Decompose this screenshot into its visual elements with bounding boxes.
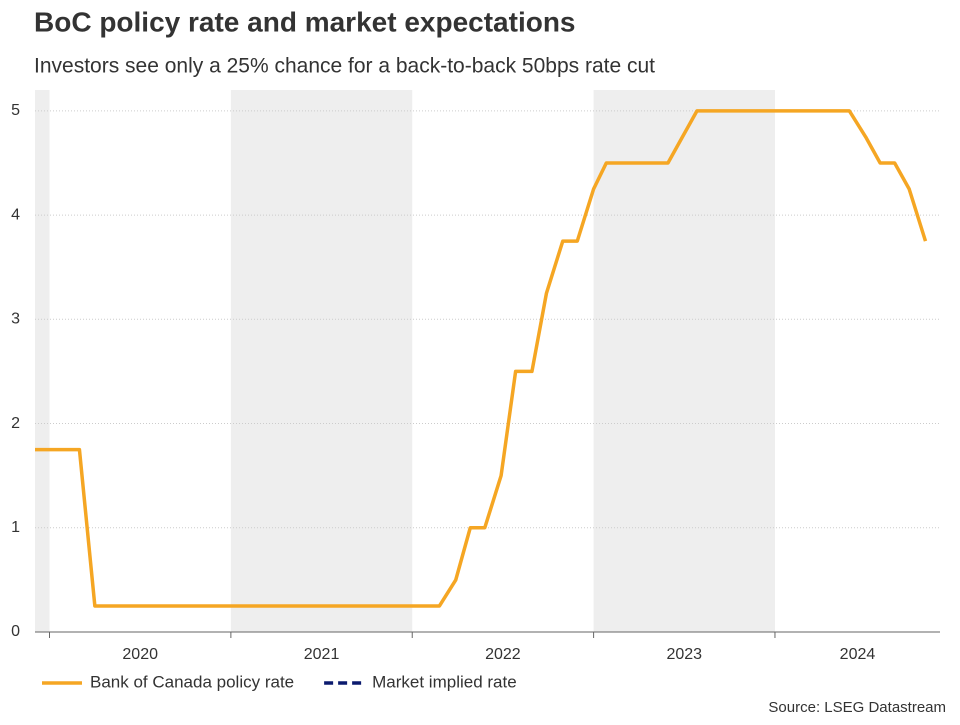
x-tick-label: 2024: [840, 646, 876, 663]
y-tick-label: 1: [11, 519, 20, 536]
legend-label: Bank of Canada policy rate: [90, 672, 294, 691]
x-tick-label: 2022: [485, 646, 521, 663]
chart-title: BoC policy rate and market expectations: [34, 6, 576, 37]
x-tick-label: 2023: [666, 646, 702, 663]
chart-subtitle: Investors see only a 25% chance for a ba…: [34, 55, 655, 78]
x-tick-label: 2020: [122, 646, 158, 663]
line-series: [35, 109, 928, 608]
y-tick-label: 5: [11, 102, 20, 119]
legend-label: Market implied rate: [372, 672, 517, 691]
y-tick-label: 3: [11, 311, 20, 328]
shaded-band: [230, 90, 413, 632]
source: Source: LSEG Datastream: [768, 699, 946, 716]
x-tick-label: 2021: [304, 646, 340, 663]
y-tick-label: 0: [11, 623, 20, 640]
y-tick-label: 2: [11, 415, 20, 432]
shaded-band: [35, 90, 50, 632]
shaded-band: [593, 90, 775, 632]
y-tick-label: 4: [11, 206, 20, 223]
